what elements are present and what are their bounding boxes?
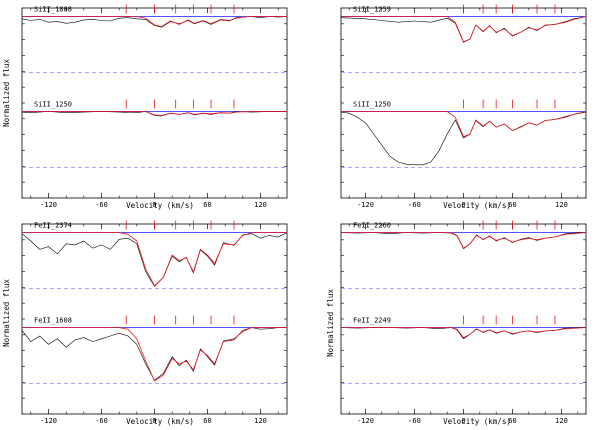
- panel-bottom-left: -120 -60 0 60 120 FeII_2374 FeII_1608: [21, 220, 288, 425]
- x-tick-label: -120: [40, 201, 57, 209]
- y-axis-label-bottom-left: Normalized flux: [2, 279, 11, 347]
- model-fit: [341, 16, 587, 43]
- x-tick-label: 120: [254, 417, 267, 425]
- x-tick-label: 60: [508, 417, 516, 425]
- observed-spectrum: [21, 16, 288, 28]
- model-fit: [22, 111, 287, 116]
- x-tick-label: -60: [408, 417, 421, 425]
- transition-label: SiII_1808: [34, 6, 72, 14]
- model-fit: [341, 111, 587, 138]
- panel-top-left: -120 -60 0 60 120 SiII_1808 SiII_1250: [21, 4, 288, 209]
- x-tick-label: 120: [555, 201, 568, 209]
- x-axis-label-bottom-right: Velocity (km/s): [443, 417, 511, 426]
- model-fit: [22, 232, 287, 287]
- transition-label: SiII_1259: [353, 6, 391, 14]
- x-tick-label: -60: [408, 201, 421, 209]
- x-tick-label: 60: [203, 201, 211, 209]
- transition-label: FeII_1608: [34, 317, 72, 325]
- x-tick-label: 120: [254, 201, 267, 209]
- observed-spectrum: [340, 16, 587, 43]
- x-tick-label: 0: [461, 417, 465, 425]
- x-axis-label-top-left: Velocity (km/s): [126, 201, 194, 210]
- observed-spectrum: [21, 327, 287, 381]
- x-tick-label: -120: [357, 201, 374, 209]
- x-axis-label-bottom-left: Velocity (km/s): [126, 417, 194, 426]
- x-tick-label: -120: [357, 417, 374, 425]
- x-tick-label: 60: [508, 201, 516, 209]
- model-fit: [341, 232, 587, 249]
- model-fit: [22, 16, 287, 28]
- observed-spectrum: [340, 232, 586, 250]
- x-tick-label: 60: [203, 417, 211, 425]
- transition-label: FeII_2249: [353, 317, 391, 325]
- observed-spectrum: [21, 232, 288, 287]
- transition-label: SiII_1250: [353, 101, 391, 109]
- x-tick-label: -60: [95, 201, 108, 209]
- model-fit: [341, 327, 587, 339]
- model-fit: [22, 327, 287, 382]
- transition-label: FeII_2260: [353, 222, 391, 230]
- observed-spectrum: [21, 111, 287, 117]
- x-tick-label: -60: [95, 417, 108, 425]
- x-tick-label: 0: [152, 417, 156, 425]
- x-tick-label: 120: [555, 417, 568, 425]
- x-axis-label-top-right: Velocity (km/s): [443, 201, 511, 210]
- x-tick-label: -120: [40, 417, 57, 425]
- y-axis-label-bottom-right: Normalized flux: [326, 289, 335, 357]
- transition-label: SiII_1250: [34, 101, 72, 109]
- panel-bottom-right: -120 -60 0 60 120 FeII_2260 FeII_2249: [340, 220, 587, 425]
- y-axis-label-top-left: Normalized flux: [2, 59, 11, 127]
- panel-top-right: -120 -60 0 60 120 SiII_1259 SiII_1250: [340, 4, 587, 209]
- x-tick-label: 0: [152, 201, 156, 209]
- transition-label: FeII_2374: [34, 222, 72, 230]
- x-tick-label: 0: [461, 201, 465, 209]
